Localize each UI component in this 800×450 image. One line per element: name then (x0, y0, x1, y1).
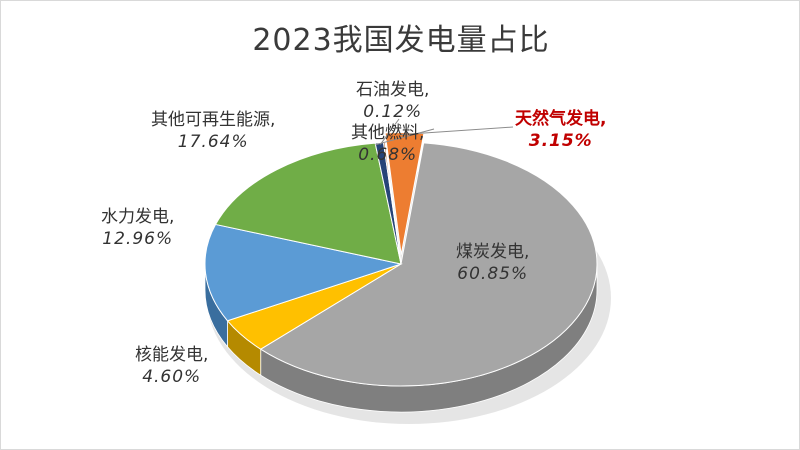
pie-top-layer (204, 132, 598, 387)
label-nuclear-pct: 4.60% (142, 367, 202, 387)
label-gas-name: 天然气发电, (515, 109, 607, 129)
label-oil-pct: 0.12% (363, 102, 423, 122)
label-renewables-name: 其他可再生能源, (151, 110, 276, 130)
leader-line-other-fuel (375, 128, 435, 146)
label-nuclear-name: 核能发电, (135, 345, 209, 365)
label-other-fuel-name: 其他燃料, (351, 123, 425, 143)
label-nuclear: 核能发电, 4.60% (135, 344, 208, 388)
label-oil: 石油发电, 0.12% (356, 79, 429, 123)
slice-renewables (214, 142, 402, 265)
label-other-fuel: 其他燃料, 0.68% (351, 122, 424, 166)
label-hydro-name: 水力发电, (101, 207, 175, 227)
label-coal-pct: 60.85% (457, 264, 529, 284)
label-coal: 煤炭发电, 60.85% (456, 241, 529, 285)
label-gas-pct: 3.15% (528, 131, 593, 151)
leader-line-gas (400, 126, 514, 136)
slice-hydro (204, 223, 403, 322)
leader-line-oil (379, 118, 400, 145)
label-renewables: 其他可再生能源, 17.64% (151, 109, 275, 153)
label-hydro: 水力发电, 12.96% (101, 206, 174, 250)
label-oil-name: 石油发电, (356, 80, 430, 100)
label-gas: 天然气发电, 3.15% (515, 108, 606, 152)
label-hydro-pct: 12.96% (102, 229, 174, 249)
label-renewables-pct: 17.64% (177, 132, 249, 152)
label-other-fuel-pct: 0.68% (358, 145, 418, 165)
chart-title: 2023我国发电量占比 (252, 23, 550, 58)
label-coal-name: 煤炭发电, (456, 242, 530, 262)
slice-coal (259, 142, 598, 387)
